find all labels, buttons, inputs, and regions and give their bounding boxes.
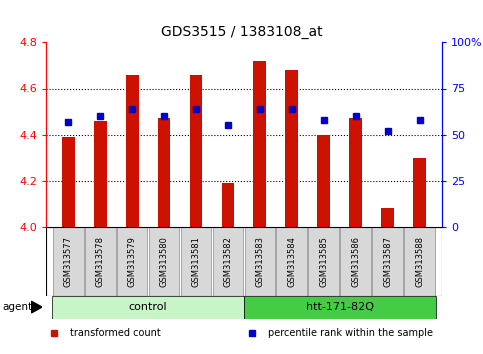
Bar xyxy=(190,75,202,227)
Bar xyxy=(157,118,170,227)
Text: GSM313586: GSM313586 xyxy=(351,235,360,287)
Text: GSM313582: GSM313582 xyxy=(224,236,232,286)
Text: agent: agent xyxy=(2,302,32,312)
Bar xyxy=(381,208,394,227)
Bar xyxy=(317,135,330,227)
Bar xyxy=(404,227,435,296)
Bar xyxy=(85,227,115,296)
Bar xyxy=(254,61,266,227)
Bar xyxy=(181,227,212,296)
Bar xyxy=(94,121,107,227)
Bar xyxy=(149,227,179,296)
Text: control: control xyxy=(129,302,168,312)
Text: GSM313579: GSM313579 xyxy=(128,236,137,286)
Bar xyxy=(126,75,139,227)
Bar xyxy=(53,227,84,296)
Bar xyxy=(349,118,362,227)
Polygon shape xyxy=(31,301,42,313)
Bar xyxy=(309,227,339,296)
Bar xyxy=(62,137,75,227)
Bar xyxy=(372,227,403,296)
Bar xyxy=(52,296,244,319)
Text: GSM313581: GSM313581 xyxy=(191,236,200,286)
Text: percentile rank within the sample: percentile rank within the sample xyxy=(268,328,433,338)
Text: htt-171-82Q: htt-171-82Q xyxy=(306,302,374,312)
Bar xyxy=(244,227,275,296)
Text: GSM313587: GSM313587 xyxy=(383,235,392,287)
Text: GSM313583: GSM313583 xyxy=(256,235,264,287)
Bar xyxy=(413,158,426,227)
Bar xyxy=(244,296,436,319)
Text: GSM313577: GSM313577 xyxy=(64,235,73,287)
Bar xyxy=(341,227,371,296)
Text: GSM313584: GSM313584 xyxy=(287,236,297,286)
Text: transformed count: transformed count xyxy=(70,328,160,338)
Text: GSM313580: GSM313580 xyxy=(159,236,169,286)
Bar xyxy=(213,227,243,296)
Text: GSM313585: GSM313585 xyxy=(319,236,328,286)
Text: GDS3515 / 1383108_at: GDS3515 / 1383108_at xyxy=(161,25,322,39)
Bar xyxy=(276,227,307,296)
Bar xyxy=(222,183,234,227)
Text: GSM313578: GSM313578 xyxy=(96,235,105,287)
Bar xyxy=(285,70,298,227)
Text: GSM313588: GSM313588 xyxy=(415,235,424,287)
Bar xyxy=(117,227,147,296)
